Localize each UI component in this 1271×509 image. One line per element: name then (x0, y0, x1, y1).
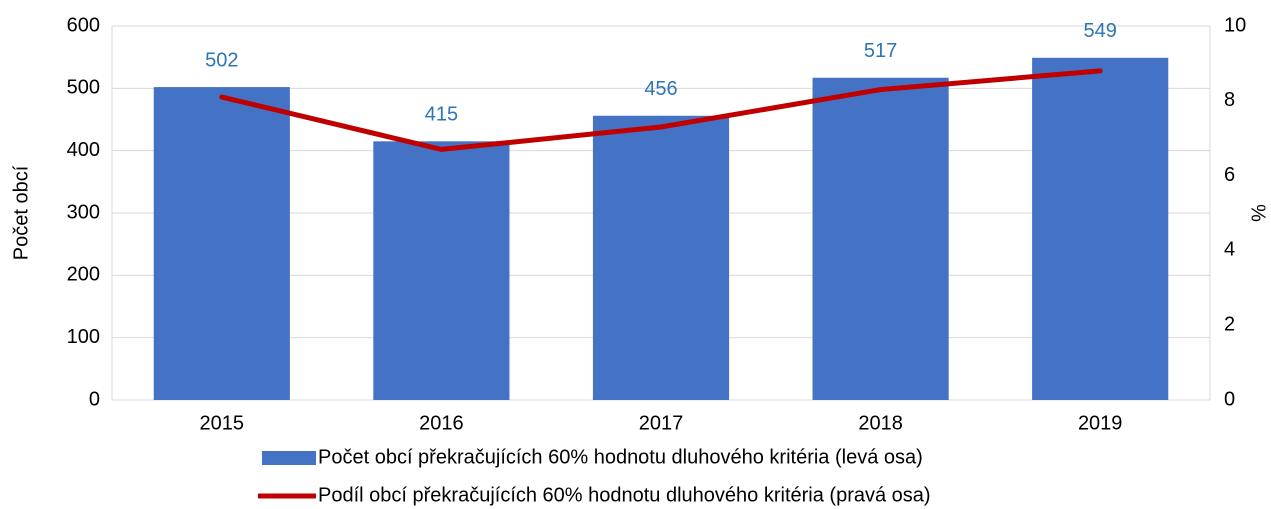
y-tick-label: 400 (67, 139, 100, 161)
data-label: 549 (1084, 20, 1117, 42)
y-axis-label: Počet obcí (10, 165, 32, 260)
x-tick-label: 2019 (1078, 412, 1123, 434)
bar (1032, 57, 1169, 400)
bar (373, 141, 510, 401)
y-tick-label: 0 (89, 388, 100, 410)
data-label: 456 (644, 78, 677, 100)
line (219, 68, 1103, 152)
y2-tick-label: 4 (1224, 239, 1235, 261)
bar (592, 115, 730, 400)
y-tick-label: 100 (67, 326, 100, 348)
data-label: 502 (205, 49, 238, 71)
legend-label: Podíl obcí překračujících 60% hodnotu dl… (318, 484, 931, 506)
y2-tick-label: 8 (1224, 89, 1235, 111)
y2-tick-label: 2 (1224, 313, 1235, 335)
bar (153, 87, 290, 400)
y2-tick-label: 6 (1224, 164, 1235, 186)
x-tick-label: 2017 (639, 412, 684, 434)
data-label: 517 (864, 40, 897, 62)
legend-swatch (262, 451, 316, 465)
x-tick-label: 2015 (200, 412, 245, 434)
legend-label: Počet obcí překračujících 60% hodnotu dl… (318, 446, 923, 468)
y-tick-label: 300 (67, 201, 100, 223)
y2-axis-label: % (1247, 204, 1269, 222)
y-tick-label: 500 (67, 77, 100, 99)
y-tick-label: 600 (67, 14, 100, 36)
x-tick-label: 2016 (419, 412, 464, 434)
y2-tick-label: 0 (1224, 388, 1235, 410)
x-tick-label: 2018 (858, 412, 903, 434)
bar (812, 77, 949, 400)
data-label: 415 (425, 104, 458, 126)
y-tick-label: 200 (67, 264, 100, 286)
y2-tick-label: 10 (1224, 14, 1246, 36)
